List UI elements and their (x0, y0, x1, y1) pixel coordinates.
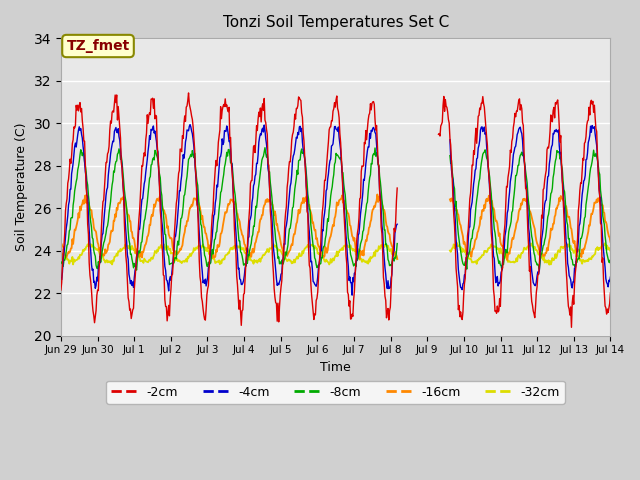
Text: TZ_fmet: TZ_fmet (67, 39, 130, 53)
Title: Tonzi Soil Temperatures Set C: Tonzi Soil Temperatures Set C (223, 15, 449, 30)
Y-axis label: Soil Temperature (C): Soil Temperature (C) (15, 122, 28, 251)
Legend: -2cm, -4cm, -8cm, -16cm, -32cm: -2cm, -4cm, -8cm, -16cm, -32cm (106, 381, 565, 404)
X-axis label: Time: Time (320, 361, 351, 374)
